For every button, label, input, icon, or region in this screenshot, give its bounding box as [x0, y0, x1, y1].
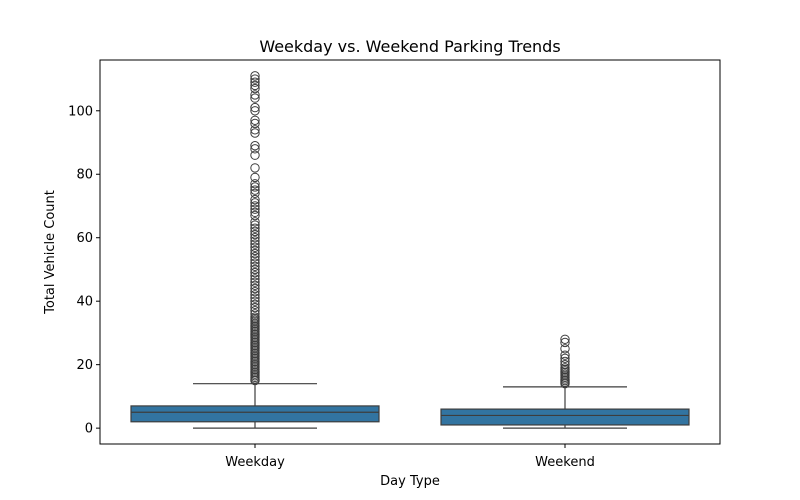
outlier-point — [560, 363, 570, 373]
outlier-point — [250, 194, 260, 205]
outlier-point — [560, 359, 570, 370]
outlier-point — [250, 271, 260, 281]
outlier-point — [250, 140, 260, 151]
outlier-point — [560, 334, 570, 344]
outlier-point — [250, 264, 260, 275]
outlier-point — [250, 182, 260, 192]
outlier-point — [250, 172, 260, 183]
outlier-point — [250, 185, 260, 195]
outlier-point — [250, 163, 260, 173]
outlier-point — [250, 220, 260, 230]
outlier-point — [250, 245, 260, 256]
outlier-point — [250, 201, 260, 211]
outlier-point — [250, 274, 260, 284]
outlier-point — [250, 118, 260, 129]
y-tick-label: 40 — [76, 295, 93, 310]
outlier-point — [250, 204, 260, 214]
plot-area — [130, 71, 690, 429]
outlier-point — [250, 128, 260, 138]
outlier-point — [250, 248, 260, 259]
x-axis-label: Day Type — [380, 474, 440, 489]
outlier-point — [250, 309, 260, 319]
outlier-point — [250, 306, 260, 316]
outlier-point — [250, 255, 260, 265]
x-axis: Weekday Weekend — [225, 444, 595, 470]
outlier-point — [250, 302, 260, 313]
x-tick-label: Weekday — [225, 455, 285, 470]
outlier-point — [250, 80, 260, 91]
outlier-point — [250, 226, 260, 237]
box-group-weekend — [440, 334, 690, 429]
outlier-point — [250, 239, 260, 249]
outlier-point — [250, 296, 260, 306]
outlier-point — [250, 77, 260, 87]
outlier-point — [250, 198, 260, 208]
outlier-point — [560, 337, 570, 348]
outlier-point — [250, 286, 260, 297]
y-axis-label: Total Vehicle Count — [43, 190, 58, 315]
outlier-point — [250, 210, 260, 221]
outlier-point — [250, 290, 260, 300]
y-tick-label: 100 — [68, 104, 93, 119]
outlier-point — [250, 252, 260, 262]
outlier-point — [250, 242, 260, 252]
outlier-point — [250, 150, 260, 160]
outlier-point — [250, 106, 260, 116]
outlier-point — [250, 283, 260, 294]
outlier-point — [560, 356, 570, 367]
outlier-point — [250, 74, 260, 84]
chart-title: Weekday vs. Weekend Parking Trends — [259, 37, 560, 56]
plot-frame — [99, 59, 721, 445]
outlier-point — [560, 353, 570, 364]
outlier-point — [250, 229, 260, 240]
y-tick-label: 60 — [76, 231, 93, 246]
outlier-point — [250, 223, 260, 233]
box-group-weekday — [130, 71, 380, 429]
outlier-point — [250, 144, 260, 154]
outlier-point — [250, 102, 260, 113]
outlier-point — [250, 233, 260, 243]
outlier-point — [250, 125, 260, 135]
outlier-point — [250, 188, 260, 198]
outlier-point — [250, 293, 260, 303]
x-tick-label: Weekend — [535, 455, 595, 470]
outlier-point — [250, 217, 260, 227]
outlier-point — [250, 115, 260, 125]
y-tick-label: 80 — [76, 168, 93, 183]
outlier-point — [250, 71, 260, 81]
outlier-point — [250, 261, 260, 271]
iqr-box — [440, 408, 690, 426]
outlier-point — [250, 83, 260, 94]
outlier-point — [250, 299, 260, 310]
outlier-point — [560, 350, 570, 360]
iqr-box — [130, 405, 380, 423]
outlier-point — [250, 280, 260, 291]
outlier-point — [560, 344, 570, 354]
outlier-point — [250, 90, 260, 100]
outlier-point — [250, 179, 260, 189]
outlier-point — [250, 93, 260, 103]
y-tick-label: 20 — [76, 358, 93, 373]
y-tick-label: 0 — [85, 422, 93, 437]
y-axis: 0 20 40 60 80 100 — [68, 104, 100, 437]
outlier-point — [250, 258, 260, 268]
outlier-point — [250, 312, 260, 322]
outlier-point — [250, 207, 260, 218]
outlier-point — [250, 267, 260, 278]
outlier-point — [250, 236, 260, 246]
outlier-point — [250, 277, 260, 287]
